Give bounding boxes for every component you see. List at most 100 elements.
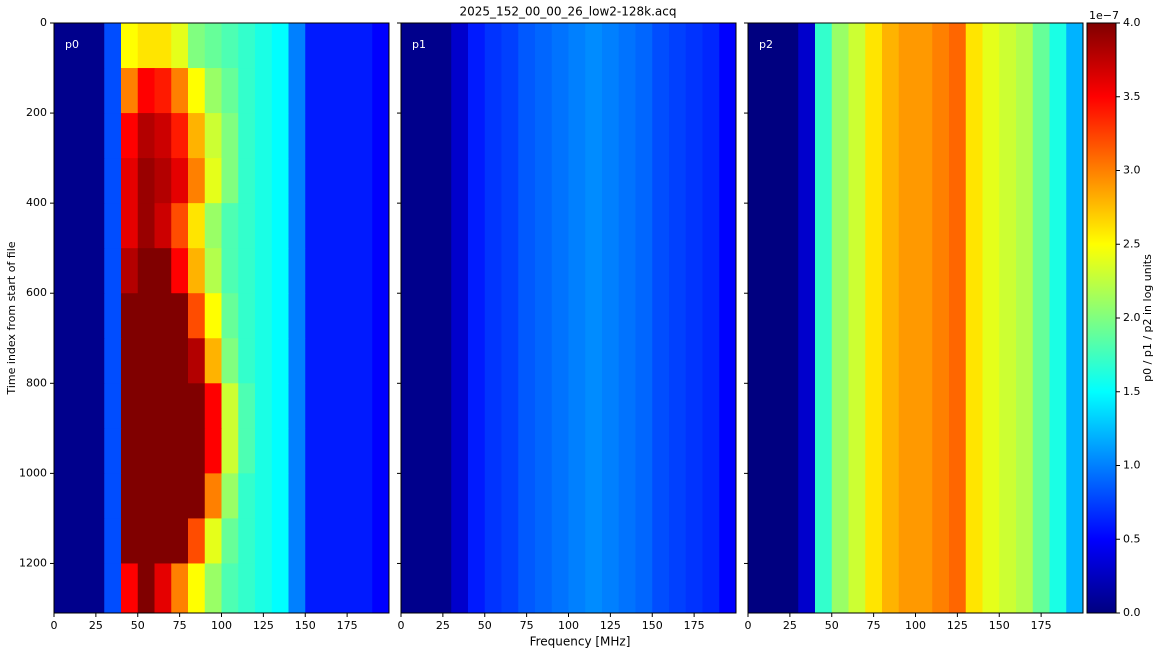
y-tick-label: 200 [26, 106, 47, 119]
heatmap-cell [322, 203, 340, 249]
x-tick-label: 0 [51, 619, 58, 632]
heatmap-cell [305, 248, 323, 294]
heatmap-cell [322, 113, 340, 159]
heatmap-cell [1016, 23, 1034, 614]
heatmap-cell [865, 23, 883, 614]
heatmap-cell [518, 23, 536, 614]
x-tick-label: 150 [295, 619, 316, 632]
heatmap-cell [137, 23, 155, 69]
heatmap-cell [322, 248, 340, 294]
heatmap-cell [188, 68, 206, 114]
heatmap-cell [271, 23, 289, 69]
heatmap-cell [305, 383, 323, 429]
heatmap-cell [848, 23, 866, 614]
heatmap-cell [288, 473, 306, 519]
colorbar-tick-label: 3.5 [1123, 90, 1141, 103]
heatmap-cell [238, 563, 256, 614]
heatmap-cell [54, 563, 72, 614]
heatmap-cell [635, 23, 653, 614]
heatmap-cell [121, 68, 139, 114]
heatmap-cell [305, 473, 323, 519]
heatmap-cell [154, 383, 172, 429]
heatmap-cell [171, 338, 189, 384]
heatmap-cell [338, 338, 356, 384]
heatmap-cell [255, 23, 273, 69]
heatmap-cell [288, 203, 306, 249]
x-tick-label: 100 [905, 619, 926, 632]
x-tick-label: 25 [783, 619, 797, 632]
heatmap-cell [501, 23, 519, 614]
heatmap-cell [355, 338, 373, 384]
heatmap-cell [372, 203, 390, 249]
heatmap-cell [204, 158, 222, 204]
heatmap-cell [982, 23, 1000, 614]
heatmap-cell [915, 23, 933, 614]
heatmap-cell [87, 518, 105, 564]
heatmap-cell [338, 383, 356, 429]
heatmap-cell [355, 293, 373, 339]
heatmap-cell [221, 113, 239, 159]
heatmap-cell [322, 23, 340, 69]
heatmap-cell [322, 68, 340, 114]
heatmap-cell [70, 23, 88, 69]
heatmap-cell [271, 293, 289, 339]
heatmap-cell [468, 23, 486, 614]
heatmap-cell [288, 113, 306, 159]
heatmap-cell [121, 23, 139, 69]
heatmap-cell [238, 158, 256, 204]
heatmap-cell [372, 158, 390, 204]
heatmap-cell [238, 293, 256, 339]
heatmap-cell [1049, 23, 1067, 614]
heatmap-cell [104, 293, 122, 339]
heatmap-cell [121, 248, 139, 294]
x-tick-label: 0 [745, 619, 752, 632]
heatmap-cell [54, 473, 72, 519]
heatmap-cell [104, 563, 122, 614]
heatmap-cell [288, 338, 306, 384]
heatmap-cell [154, 518, 172, 564]
heatmap-cell [54, 113, 72, 159]
heatmap-cell [121, 113, 139, 159]
heatmap-cell [355, 563, 373, 614]
heatmap-cell [618, 23, 636, 614]
x-tick-label: 75 [520, 619, 534, 632]
heatmap-cell [271, 158, 289, 204]
heatmap-cell [104, 473, 122, 519]
heatmap-cell [204, 68, 222, 114]
heatmap-cell [602, 23, 620, 614]
heatmap-cell [255, 383, 273, 429]
heatmap-cell [372, 518, 390, 564]
heatmap-cell [137, 518, 155, 564]
heatmap-cell [204, 248, 222, 294]
heatmap-cell [121, 338, 139, 384]
heatmap-cell [1066, 23, 1084, 614]
heatmap-cell [204, 428, 222, 474]
heatmap-cell [305, 293, 323, 339]
x-tick-label: 125 [947, 619, 968, 632]
heatmap-cell [322, 383, 340, 429]
panel-label: p0 [65, 38, 79, 51]
heatmap-cell [171, 23, 189, 69]
heatmap-cell [204, 113, 222, 159]
heatmap-cell [121, 428, 139, 474]
heatmap-cell [188, 23, 206, 69]
heatmap-cell [669, 23, 687, 614]
heatmap-cell [188, 518, 206, 564]
x-axis-label: Frequency [MHz] [530, 635, 631, 649]
heatmap-cell [70, 293, 88, 339]
heatmap-cell [271, 338, 289, 384]
colorbar-offset: 1e−7 [1089, 9, 1119, 22]
heatmap-cell [221, 518, 239, 564]
heatmap-cell [255, 68, 273, 114]
heatmap-cell [338, 428, 356, 474]
heatmap-cell [305, 518, 323, 564]
heatmap-cell [171, 293, 189, 339]
heatmap-cell [221, 383, 239, 429]
heatmap-cell [999, 23, 1017, 614]
x-tick-label: 75 [173, 619, 187, 632]
heatmap-cell [255, 428, 273, 474]
heatmap-cell [154, 203, 172, 249]
x-tick-label: 175 [1031, 619, 1052, 632]
heatmap-cell [104, 158, 122, 204]
heatmap-cell [535, 23, 553, 614]
